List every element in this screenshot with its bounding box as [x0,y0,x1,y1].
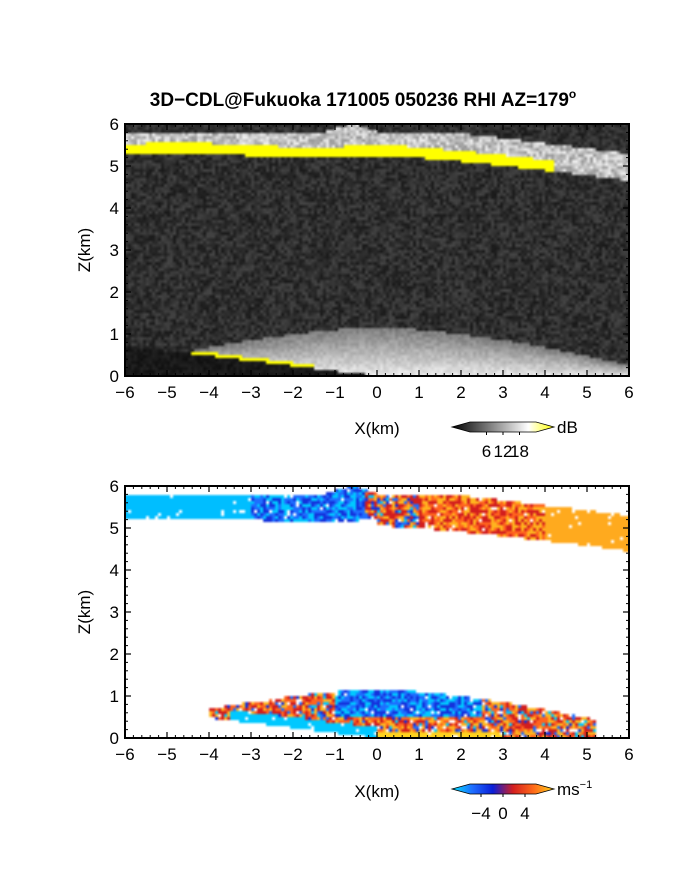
backscatter-x-tick-label: −3 [241,383,260,402]
velocity-colorbar: ms−1 −4 0 4 [450,779,592,823]
velocity-x-tick-label: −6 [115,745,134,764]
velocity-colorbar-unit-base: ms [557,780,580,799]
backscatter-x-tick-label: 4 [540,383,549,402]
velocity-colorbar-unit-superscript: −1 [580,779,593,791]
velocity-heatmap [125,486,629,738]
velocity-x-tick-label: −2 [283,745,302,764]
velocity-y-tick-label: 4 [110,561,119,580]
backscatter-x-tick-label: 6 [624,383,633,402]
backscatter-y-ticks: 0 1 2 3 4 5 6 [110,115,629,386]
chart-title: 3D−CDL@Fukuoka 171005 050236 RHI AZ=179o [150,87,577,111]
backscatter-x-axis-label: X(km) [354,419,399,438]
backscatter-x-tick-label: 3 [498,383,507,402]
velocity-colorbar-tick-label: 0 [498,804,507,823]
backscatter-y-tick-label: 4 [110,199,119,218]
velocity-colorbar-tick-label: −4 [471,804,490,823]
velocity-colorbar-ticks: −4 0 4 [471,794,530,823]
backscatter-x-tick-label: 0 [372,383,381,402]
velocity-x-tick-label: 6 [624,745,633,764]
backscatter-y-tick-label: 2 [110,283,119,302]
backscatter-x-tick-label: −6 [115,383,134,402]
backscatter-y-tick-label: 0 [110,367,119,386]
velocity-colorbar-tick-label: 4 [520,804,529,823]
velocity-x-tick-label: −3 [241,745,260,764]
velocity-y-tick-label: 6 [110,477,119,496]
velocity-y-ticks: 0 1 2 3 4 5 6 [110,477,629,748]
backscatter-x-tick-label: 5 [582,383,591,402]
velocity-y-axis-label: Z(km) [75,590,94,634]
velocity-x-axis-label: X(km) [354,782,399,801]
backscatter-y-tick-label: 6 [110,115,119,134]
backscatter-y-tick-label: 3 [110,241,119,260]
backscatter-x-tick-label: −1 [325,383,344,402]
velocity-y-tick-label: 3 [110,603,119,622]
velocity-x-tick-label: −4 [199,745,218,764]
velocity-x-tick-label: 3 [498,745,507,764]
backscatter-y-tick-label: 1 [110,325,119,344]
backscatter-x-tick-label: 2 [456,383,465,402]
velocity-y-tick-label: 2 [110,645,119,664]
velocity-x-tick-label: 4 [540,745,549,764]
backscatter-x-tick-label: −4 [199,383,218,402]
backscatter-x-ticks: −6 −5 −4 −3 −2 −1 0 1 2 3 4 5 6 [115,124,634,402]
velocity-x-tick-label: 1 [414,745,423,764]
velocity-x-tick-label: 0 [372,745,381,764]
backscatter-colorbar-bar [450,421,556,433]
backscatter-y-axis-label: Z(km) [75,228,94,272]
backscatter-heatmap [125,124,629,376]
backscatter-colorbar-tick-label: 18 [510,442,529,461]
backscatter-x-tick-label: 1 [414,383,423,402]
velocity-x-tick-label: −1 [325,745,344,764]
backscatter-x-tick-label: −5 [157,383,176,402]
chart-title-superscript: o [569,87,576,101]
velocity-y-tick-label: 5 [110,519,119,538]
velocity-y-tick-label: 1 [110,687,119,706]
velocity-colorbar-bar [450,783,556,795]
backscatter-x-tick-label: −2 [283,383,302,402]
velocity-x-tick-label: −5 [157,745,176,764]
velocity-y-tick-label: 0 [110,729,119,748]
backscatter-y-tick-label: 5 [110,157,119,176]
backscatter-colorbar-tick-label: 12 [494,442,513,461]
velocity-x-tick-label: 5 [582,745,591,764]
chart-title-text: 3D−CDL@Fukuoka 171005 050236 RHI AZ=179 [150,90,569,111]
velocity-x-tick-label: 2 [456,745,465,764]
backscatter-colorbar-tick-label: 6 [482,442,491,461]
velocity-colorbar-unit: ms−1 [557,779,592,799]
backscatter-colorbar-unit: dB [557,418,578,437]
velocity-x-ticks: −6 −5 −4 −3 −2 −1 0 1 2 3 4 5 6 [115,486,634,764]
